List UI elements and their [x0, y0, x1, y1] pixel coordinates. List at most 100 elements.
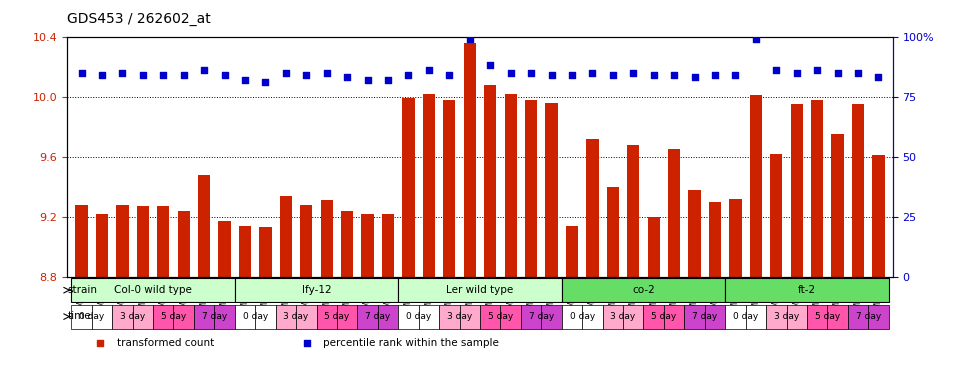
Text: ft-2: ft-2 [798, 285, 816, 295]
Bar [239, 226, 252, 366]
FancyBboxPatch shape [460, 305, 480, 329]
Text: Ler wild type: Ler wild type [446, 285, 514, 295]
Text: 0 day: 0 day [243, 311, 268, 321]
Point [728, 72, 743, 78]
Point [830, 70, 846, 76]
FancyBboxPatch shape [848, 305, 868, 329]
Point [257, 79, 273, 85]
Bar [259, 227, 272, 366]
Text: 5 day: 5 day [488, 311, 513, 321]
Bar [444, 100, 455, 366]
FancyBboxPatch shape [562, 305, 582, 329]
FancyBboxPatch shape [828, 305, 848, 329]
Bar [873, 155, 884, 366]
Bar [565, 226, 578, 366]
Text: co-2: co-2 [632, 285, 655, 295]
Point [380, 77, 396, 83]
FancyBboxPatch shape [786, 305, 807, 329]
FancyBboxPatch shape [337, 305, 357, 329]
Bar [300, 205, 312, 366]
FancyBboxPatch shape [562, 278, 725, 302]
FancyBboxPatch shape [357, 305, 378, 329]
Point [176, 72, 191, 78]
Point [626, 70, 641, 76]
Bar [750, 95, 762, 366]
Point [442, 72, 457, 78]
Text: time: time [67, 311, 91, 321]
FancyBboxPatch shape [398, 305, 419, 329]
Text: 7 day: 7 day [529, 311, 554, 321]
Bar [279, 196, 292, 366]
Point [503, 70, 518, 76]
FancyBboxPatch shape [317, 305, 337, 329]
Text: 7 day: 7 day [855, 311, 881, 321]
Bar [321, 200, 333, 366]
Text: 3 day: 3 day [283, 311, 309, 321]
Point [483, 63, 498, 68]
FancyBboxPatch shape [500, 305, 521, 329]
Point [748, 36, 763, 42]
FancyBboxPatch shape [807, 305, 828, 329]
FancyBboxPatch shape [439, 305, 460, 329]
Bar [852, 104, 864, 366]
Point [544, 72, 560, 78]
Point [666, 72, 682, 78]
Text: 0 day: 0 day [406, 311, 431, 321]
Bar [627, 145, 639, 366]
Point [319, 70, 334, 76]
Point [646, 72, 661, 78]
FancyBboxPatch shape [419, 305, 439, 329]
FancyBboxPatch shape [725, 278, 889, 302]
Bar [730, 199, 741, 366]
FancyBboxPatch shape [746, 305, 766, 329]
Point [360, 77, 375, 83]
Bar [382, 214, 395, 366]
Bar [96, 214, 108, 366]
FancyBboxPatch shape [705, 305, 725, 329]
Text: GDS453 / 262602_at: GDS453 / 262602_at [67, 12, 211, 26]
Text: 7 day: 7 day [692, 311, 717, 321]
Point [340, 75, 355, 81]
Point [462, 36, 477, 42]
Bar [688, 190, 701, 366]
Bar [770, 154, 782, 366]
Point [197, 67, 212, 73]
Point [773, 197, 788, 203]
Bar [157, 206, 169, 366]
Bar [587, 139, 598, 366]
Text: lfy-12: lfy-12 [301, 285, 331, 295]
Bar [341, 211, 353, 366]
Text: 5 day: 5 day [324, 311, 349, 321]
Text: percentile rank within the sample: percentile rank within the sample [324, 338, 499, 348]
Text: 5 day: 5 day [161, 311, 186, 321]
Point [789, 70, 804, 76]
FancyBboxPatch shape [255, 305, 276, 329]
FancyBboxPatch shape [664, 305, 684, 329]
FancyBboxPatch shape [153, 305, 174, 329]
Bar [116, 205, 129, 366]
FancyBboxPatch shape [112, 305, 132, 329]
FancyBboxPatch shape [480, 305, 500, 329]
FancyBboxPatch shape [868, 305, 889, 329]
Point [237, 77, 252, 83]
FancyBboxPatch shape [521, 305, 541, 329]
FancyBboxPatch shape [378, 305, 398, 329]
Bar [545, 103, 558, 366]
Bar [136, 206, 149, 366]
Point [585, 70, 600, 76]
FancyBboxPatch shape [603, 305, 623, 329]
Text: strain: strain [67, 285, 98, 295]
FancyBboxPatch shape [214, 305, 235, 329]
FancyBboxPatch shape [643, 305, 664, 329]
Text: Col-0 wild type: Col-0 wild type [114, 285, 192, 295]
Point [135, 72, 151, 78]
Point [74, 70, 89, 76]
Text: 3 day: 3 day [120, 311, 145, 321]
FancyBboxPatch shape [132, 305, 153, 329]
Bar [198, 175, 210, 366]
Point [94, 72, 109, 78]
Point [523, 70, 539, 76]
Bar [831, 134, 844, 366]
Bar [464, 42, 476, 366]
Bar [76, 205, 87, 366]
